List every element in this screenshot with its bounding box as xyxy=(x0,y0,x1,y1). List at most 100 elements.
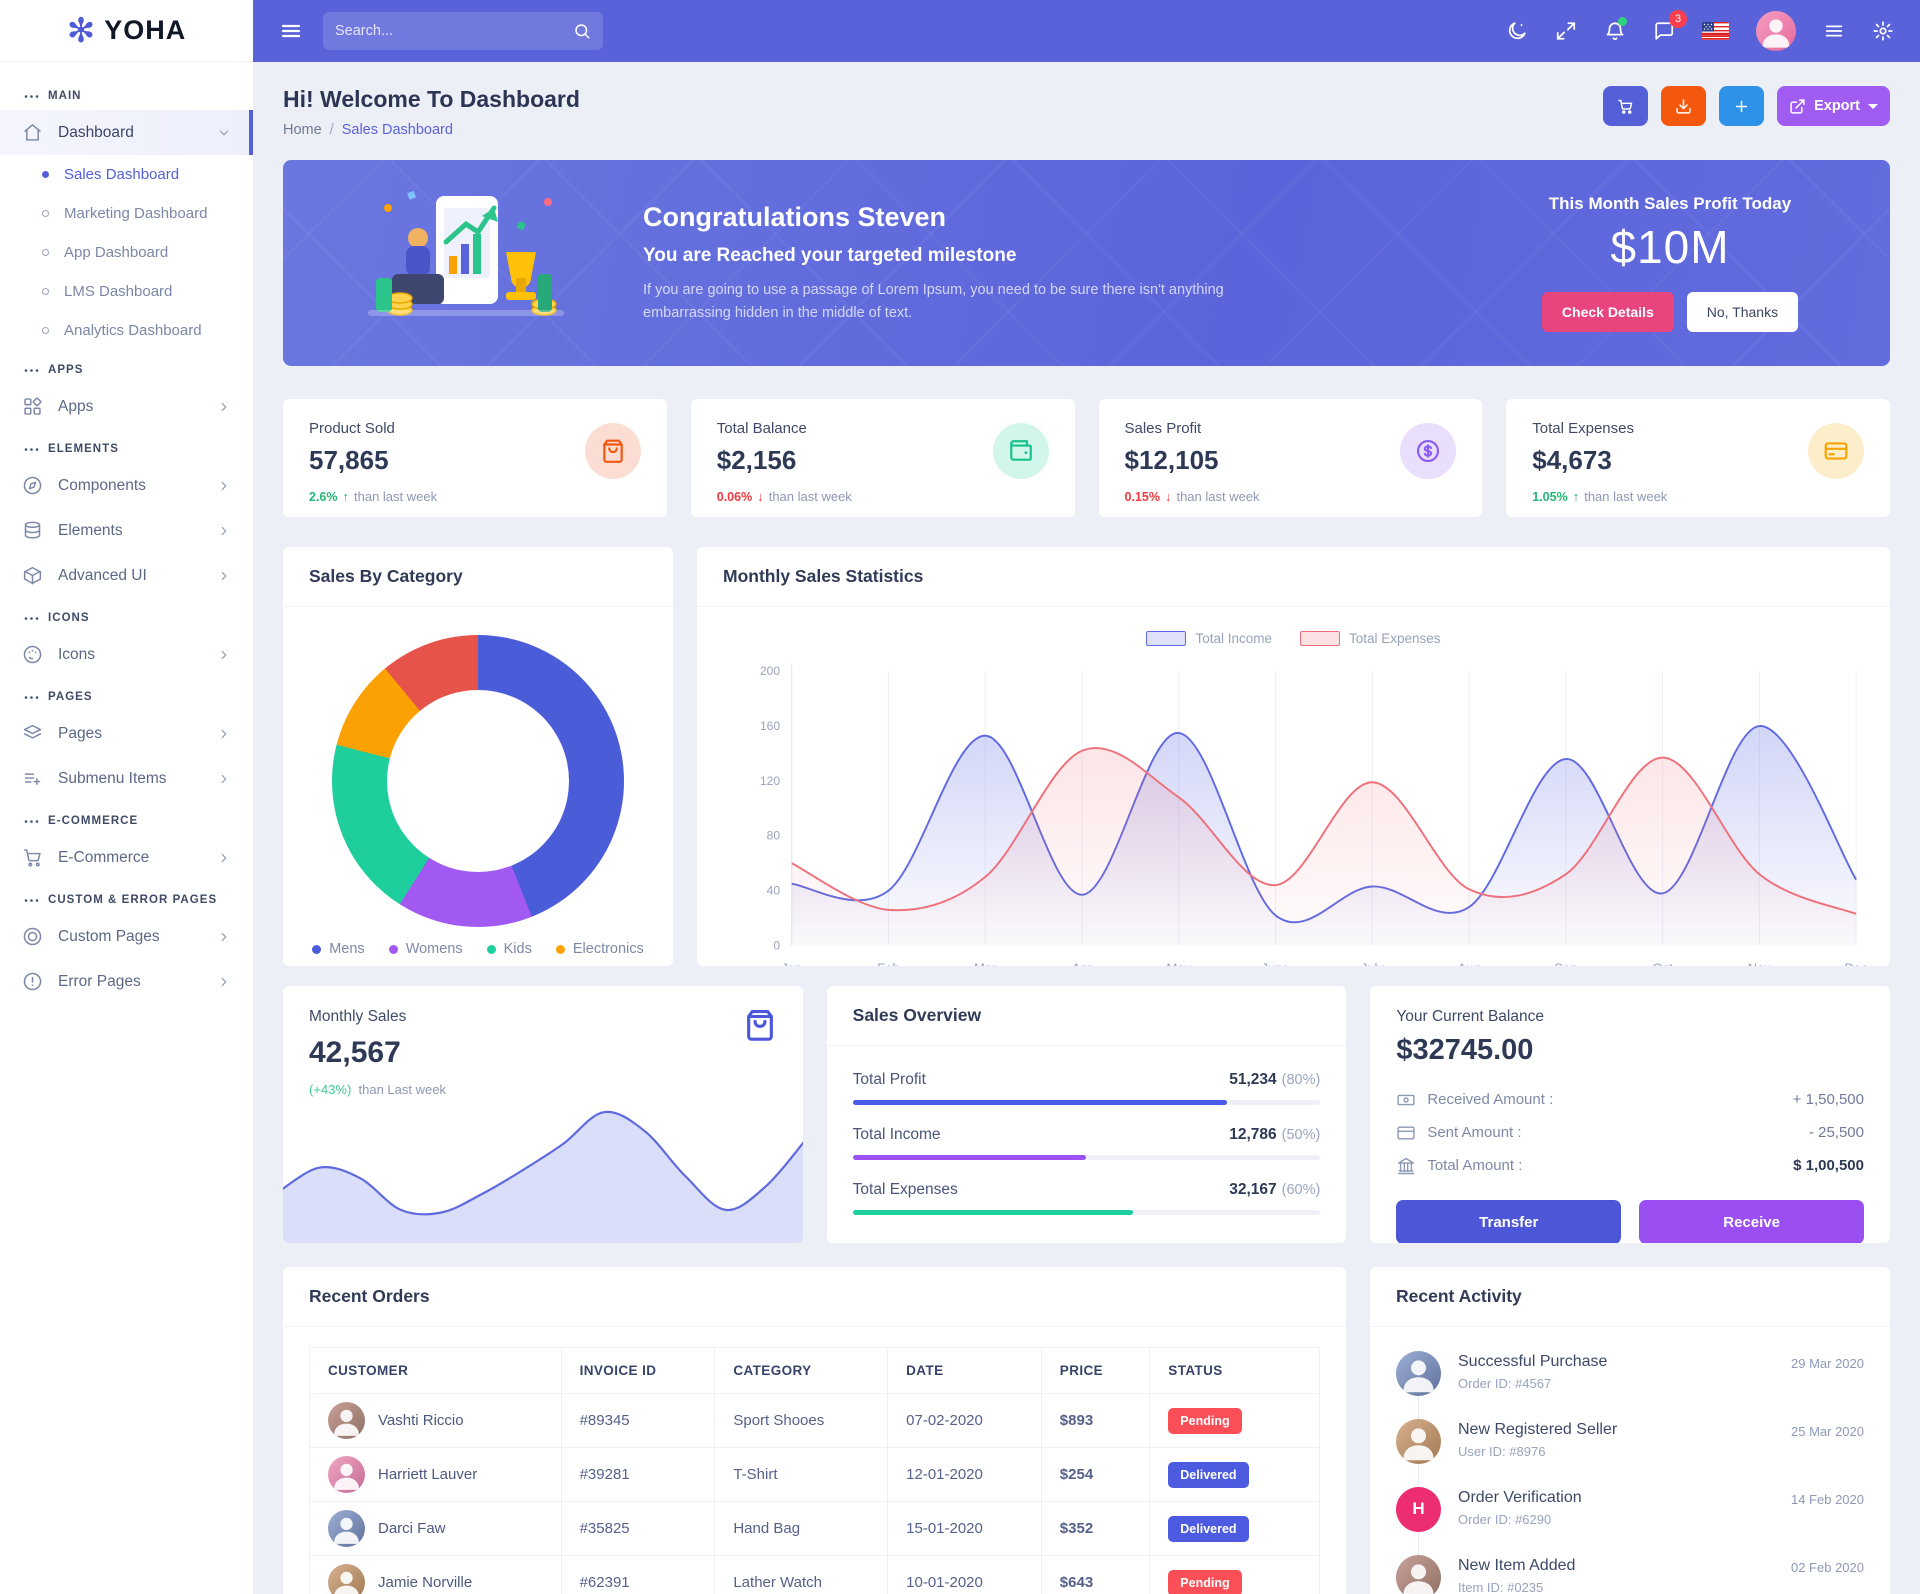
table-row: Jamie Norville #62391 Lather Watch 10-01-20… xyxy=(309,1555,1320,1594)
status-badge: Delivered xyxy=(1168,1461,1249,1488)
export-button[interactable]: Export xyxy=(1777,86,1890,126)
notifications-bell-icon[interactable] xyxy=(1604,17,1627,42)
column-header: INVOICE ID xyxy=(560,1347,716,1394)
chevron-right-icon xyxy=(217,648,231,662)
table-row: Harriett Lauver #39281 T-Shirt 12-01-2020 $2… xyxy=(309,1447,1320,1502)
bullet-icon xyxy=(42,288,49,295)
transfer-button[interactable]: Transfer xyxy=(1396,1200,1622,1243)
sidebar-item-advanced-ui[interactable]: Advanced UI xyxy=(0,553,253,598)
chevron-right-icon xyxy=(217,930,231,944)
sidebar-item-dashboard[interactable]: Dashboard xyxy=(0,110,253,155)
arrow-up-icon: ↑ xyxy=(342,489,350,504)
legend-item[interactable]: Home & Furniture xyxy=(412,965,543,966)
sidebar-subitem-analytics-dashboard[interactable]: Analytics Dashboard xyxy=(0,311,253,350)
stat-delta: 2.6% ↑ than last week xyxy=(309,489,438,504)
donut-legend: Mens Womens Kids Electronics Home & Furnitur… xyxy=(283,927,673,966)
dollar-icon xyxy=(1400,423,1457,479)
bullet-icon xyxy=(42,171,49,178)
menu-toggle-icon[interactable] xyxy=(279,19,303,43)
svg-text:120: 120 xyxy=(760,774,780,788)
brand-logo-icon: ✻ xyxy=(66,11,96,50)
balance-row: Received Amount : + 1,50,500 xyxy=(1396,1083,1864,1116)
recent-orders-card: Recent Orders CUSTOMER INVOICE ID CATEGORY… xyxy=(283,1267,1346,1594)
chevron-right-icon xyxy=(217,851,231,865)
sidebar-item-error-pages[interactable]: Error Pages xyxy=(0,959,253,1004)
sidebar-subitem-sales-dashboard[interactable]: Sales Dashboard xyxy=(0,155,253,194)
add-button[interactable] xyxy=(1719,86,1765,126)
bullet-icon xyxy=(42,249,49,256)
legend-item[interactable]: Kids xyxy=(486,941,532,957)
sales-by-category-title: Sales By Category xyxy=(283,547,673,607)
sidebar-item-e-commerce[interactable]: E-Commerce xyxy=(0,835,253,880)
shopping-bag-icon xyxy=(600,438,626,464)
check-details-button[interactable]: Check Details xyxy=(1541,292,1674,332)
export-icon xyxy=(1789,98,1806,115)
download-button[interactable] xyxy=(1661,86,1707,126)
no-thanks-button[interactable]: No, Thanks xyxy=(1686,292,1799,332)
legend-item[interactable]: Total Income xyxy=(1146,631,1272,646)
pay-card-icon xyxy=(1823,438,1849,464)
progress-bar xyxy=(852,1210,1321,1215)
svg-text:40: 40 xyxy=(767,884,781,898)
stat-label: Product Sold xyxy=(309,420,395,437)
legend-item[interactable]: Womens xyxy=(388,941,463,957)
banner-profit-value: $10M xyxy=(1610,221,1730,273)
cart-icon xyxy=(1617,98,1634,115)
legend-item[interactable]: Mens xyxy=(312,941,365,957)
sidebar-subitem-app-dashboard[interactable]: App Dashboard xyxy=(0,233,253,272)
user-avatar[interactable] xyxy=(1756,11,1796,51)
category-donut-chart xyxy=(332,635,624,927)
search-icon[interactable] xyxy=(573,22,591,40)
arrow-down-icon: ↓ xyxy=(757,489,764,504)
dark-mode-icon[interactable] xyxy=(1506,20,1528,42)
sales-overview-rows: Total Profit 51,234 (80%) Total Income 12,78… xyxy=(827,1046,1347,1215)
section-dots-icon xyxy=(24,368,39,373)
receive-button[interactable]: Receive xyxy=(1639,1200,1865,1243)
message-count-badge: 3 xyxy=(1669,10,1687,28)
balance-rows: Received Amount : + 1,50,500 Sent Amount :… xyxy=(1396,1083,1864,1182)
banner-text: Congratulations Steven You are Reached y… xyxy=(643,202,1470,324)
sidebar-item-components[interactable]: Components xyxy=(0,463,253,508)
svg-text:Dec: Dec xyxy=(1845,961,1869,966)
recent-activity-card: Recent Activity Successful Purchase Order… xyxy=(1370,1267,1890,1594)
section-dots-icon xyxy=(24,616,39,621)
language-flag-icon[interactable] xyxy=(1702,22,1729,40)
arrow-down-icon: ↓ xyxy=(1164,489,1172,504)
sidebar-subitem-lms-dashboard[interactable]: LMS Dashboard xyxy=(0,272,253,311)
right-menu-icon[interactable] xyxy=(1823,20,1845,42)
column-header: CATEGORY xyxy=(714,1347,889,1394)
legend-item[interactable]: Total Expenses xyxy=(1299,631,1441,646)
balance-value: $32745.00 xyxy=(1396,1034,1534,1066)
avatar xyxy=(328,1564,365,1594)
avatar xyxy=(328,1510,365,1547)
svg-text:80: 80 xyxy=(767,829,781,843)
sidebar-item-submenu-items[interactable]: Submenu Items xyxy=(0,756,253,801)
recent-activity-list: Successful Purchase Order ID: #4567 29 Mar… xyxy=(1370,1327,1890,1594)
messages-icon[interactable]: 3 xyxy=(1653,10,1687,42)
chevron-right-icon xyxy=(217,569,231,583)
sidebar-section-label: E-COMMERCE xyxy=(0,801,253,835)
legend-item[interactable]: Electronics xyxy=(555,941,644,957)
cart-button[interactable] xyxy=(1603,86,1649,126)
section-dots-icon xyxy=(24,898,39,903)
sidebar-item-apps[interactable]: Apps xyxy=(0,384,253,429)
sidebar-item-pages[interactable]: Pages xyxy=(0,711,253,756)
search-input[interactable] xyxy=(335,23,573,39)
table-row: Darci Faw #35825 Hand Bag 15-01-2020 $352 Del… xyxy=(309,1501,1320,1556)
breadcrumb-home-link[interactable]: Home xyxy=(283,122,322,138)
brand-logo[interactable]: ✻ YOHA xyxy=(0,0,253,62)
stat-delta: 0.06% ↓ than last week xyxy=(716,489,852,504)
settings-gear-icon[interactable] xyxy=(1872,20,1894,42)
database-icon xyxy=(22,520,43,541)
sidebar-nav: MAIN Dashboard Sales Dashboard Marketing Da… xyxy=(0,62,253,1004)
brand-name: YOHA xyxy=(104,15,187,45)
fullscreen-icon[interactable] xyxy=(1555,20,1577,42)
banner-profit-label: This Month Sales Profit Today xyxy=(1548,194,1792,213)
sidebar-subitem-marketing-dashboard[interactable]: Marketing Dashboard xyxy=(0,194,253,233)
sidebar-item-custom-pages[interactable]: Custom Pages xyxy=(0,914,253,959)
monthly-statistics-chart: 0 40 80 120 160 200 Jan Feb Mar Apr May June July Aug… xyxy=(697,648,1890,966)
activity-date: 25 Mar 2020 xyxy=(1791,1423,1864,1439)
sidebar-item-icons[interactable]: Icons xyxy=(0,632,253,677)
sidebar-item-elements[interactable]: Elements xyxy=(0,508,253,553)
sidebar-section-label: MAIN xyxy=(0,76,253,110)
